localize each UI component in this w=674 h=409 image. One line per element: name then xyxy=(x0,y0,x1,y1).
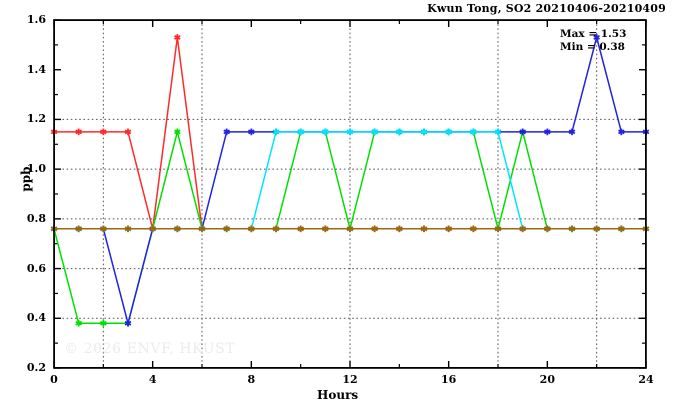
max-value: 1.53 xyxy=(600,28,627,40)
y-axis-label: ppb xyxy=(19,166,33,192)
chart-title: Kwun Tong, SO2 20210406-20210409 xyxy=(427,2,666,15)
y-tick-label: 1.2 xyxy=(26,112,46,126)
y-tick-label: 1.6 xyxy=(26,13,46,26)
y-tick-label: 0.2 xyxy=(26,361,46,374)
min-label: Min = xyxy=(560,40,596,53)
y-tick-label: 1.0 xyxy=(26,162,46,176)
max-label: Max = xyxy=(560,28,598,40)
x-tick-label: 8 xyxy=(247,373,256,386)
y-tick-label: 0.6 xyxy=(26,261,46,275)
y-tick-label: 0.8 xyxy=(26,211,46,225)
min-value: 0.38 xyxy=(599,40,625,53)
watermark: © 2026 ENVF, HKUST xyxy=(64,341,236,357)
x-tick-label: 0 xyxy=(50,373,58,386)
x-tick-label: 12 xyxy=(342,373,358,386)
x-tick-label: 16 xyxy=(441,373,457,386)
x-tick-label: 20 xyxy=(539,373,555,386)
y-tick-label: 0.4 xyxy=(26,311,46,325)
x-tick-label: 4 xyxy=(148,373,157,386)
y-tick-label: 1.4 xyxy=(26,62,46,76)
minmax-annotation: Max = 1.53 Min = 0.38 xyxy=(560,28,626,53)
x-tick-label: 24 xyxy=(638,373,654,386)
x-axis-label: Hours xyxy=(317,388,359,402)
plot-area-border xyxy=(54,20,646,368)
